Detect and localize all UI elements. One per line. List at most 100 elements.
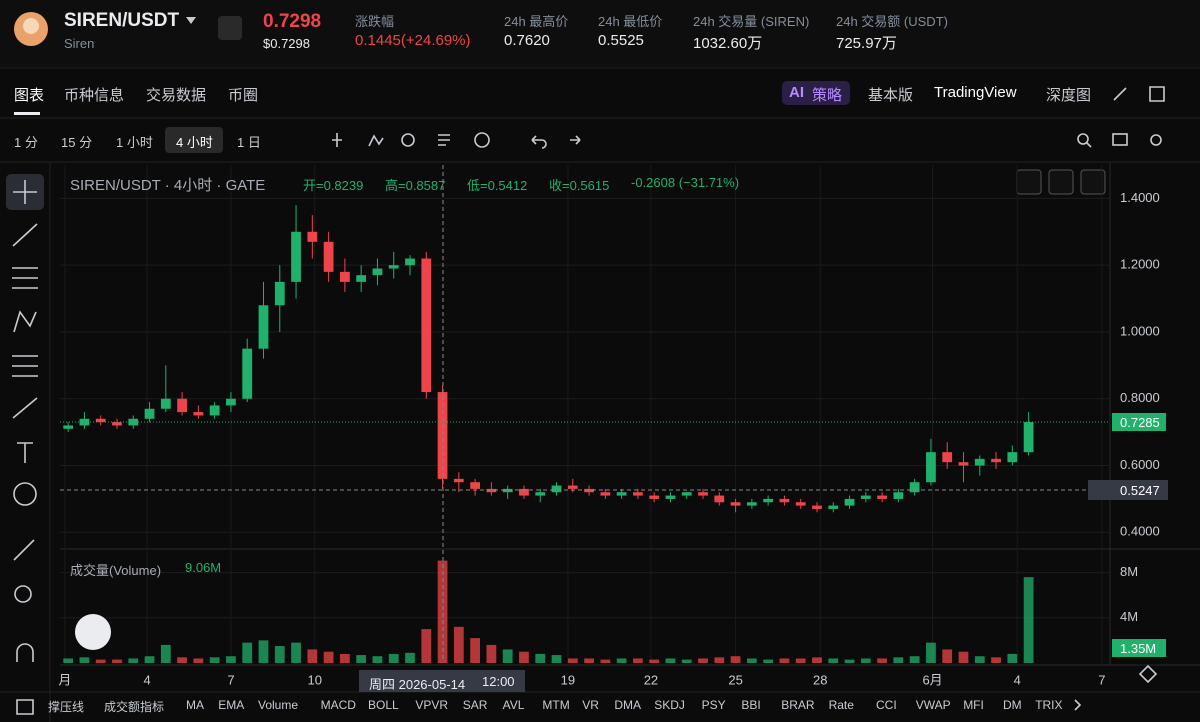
legend-high: 高=0.8587: [385, 178, 446, 193]
tab[interactable]: 币圈: [228, 87, 259, 104]
pair[interactable]: SIREN/USDT: [64, 10, 180, 31]
indicator[interactable]: AVL: [502, 698, 525, 712]
indicator[interactable]: MA: [186, 698, 204, 712]
candle-body: [616, 492, 627, 496]
volume-bar: [828, 658, 839, 663]
volume-bar: [307, 649, 318, 663]
tv-logo: [75, 614, 111, 650]
indicator[interactable]: BOLL: [368, 698, 399, 712]
candle-body: [356, 275, 367, 282]
volume-bar: [209, 657, 220, 663]
dropdown[interactable]: [186, 17, 196, 24]
x-tick-label: 7: [227, 672, 234, 687]
candle-body: [193, 412, 204, 416]
chart-buttons[interactable]: [1016, 169, 1106, 195]
candle-body: [242, 348, 253, 399]
volume-legend-value: 9.06M: [185, 560, 222, 575]
volume-bar: [486, 644, 497, 663]
x-tick-label: 22: [644, 672, 658, 687]
tab[interactable]: 图表: [14, 87, 45, 104]
indicator[interactable]: BRAR: [781, 698, 815, 712]
candle-body: [584, 488, 594, 493]
volume-bar: [763, 659, 774, 663]
candle-body: [926, 452, 936, 483]
crosshair-time: 12:00: [482, 674, 515, 689]
interval[interactable]: 4 小时: [176, 135, 213, 150]
coin-name: Siren: [64, 36, 95, 51]
candle-body: [388, 265, 399, 269]
ai-label[interactable]: AI: [789, 84, 804, 101]
candle-body: [665, 495, 676, 499]
indicator[interactable]: MFI: [963, 698, 984, 712]
indicator[interactable]: MTM: [542, 698, 570, 712]
interval[interactable]: 1 日: [237, 135, 261, 150]
x-tick-label: 28: [813, 672, 827, 687]
interval[interactable]: 15 分: [61, 135, 93, 150]
indicator[interactable]: DMA: [614, 698, 642, 712]
candle-body: [437, 392, 448, 479]
volume-bar: [405, 652, 415, 663]
interval[interactable]: 1 分: [14, 135, 38, 150]
y-tick-label: 1.4000: [1120, 190, 1160, 205]
indicator[interactable]: EMA: [218, 698, 245, 712]
volume-bar: [63, 658, 74, 663]
volume-legend: 成交量(Volume): [70, 563, 162, 578]
x-tick-label: 25: [728, 672, 742, 687]
candle-body: [795, 502, 806, 506]
indicator[interactable]: SKDJ: [654, 698, 685, 712]
y-tick-label: 0.6000: [1120, 457, 1160, 472]
indicator[interactable]: CCI: [876, 698, 897, 712]
candle-body: [535, 492, 546, 496]
indicator[interactable]: VR: [582, 698, 599, 712]
tab[interactable]: 币种信息: [64, 87, 125, 104]
candle-body: [551, 485, 562, 493]
indicator[interactable]: 成交额指标: [104, 700, 165, 714]
candle-body: [1007, 452, 1018, 463]
volume-bar: [193, 658, 204, 663]
indicator[interactable]: Rate: [828, 698, 854, 712]
candle-body: [112, 422, 122, 426]
indicator[interactable]: 撑压线: [48, 700, 85, 714]
indicator[interactable]: MACD: [320, 698, 356, 712]
favorite-button[interactable]: [218, 16, 242, 40]
x-tick-label: 19: [561, 672, 575, 687]
candle-body: [405, 258, 415, 266]
tab[interactable]: 交易数据: [146, 87, 207, 104]
view-tab[interactable]: TradingView: [934, 84, 1017, 101]
x-tick-label: 月: [58, 672, 71, 687]
volume-bar: [470, 638, 480, 663]
volume-bar: [79, 657, 90, 663]
candle-body: [812, 505, 822, 509]
stat-label: 24h 交易量 (SIREN): [693, 14, 810, 29]
view-tab[interactable]: 深度图: [1046, 87, 1092, 104]
candle-body: [567, 485, 578, 489]
indicator[interactable]: BBI: [741, 698, 761, 712]
candle-body: [274, 281, 285, 306]
volume-bar: [812, 657, 822, 663]
strategy-label[interactable]: 策略: [812, 87, 843, 104]
volume-bar: [616, 658, 627, 663]
volume-bar: [893, 657, 904, 663]
indicator[interactable]: VPVR: [415, 698, 449, 712]
indicator[interactable]: DM: [1003, 698, 1022, 712]
volume-bar: [226, 656, 236, 663]
crosshair-date: 周四 2026-05-14: [369, 677, 466, 692]
candle-body: [860, 495, 871, 499]
indicator[interactable]: PSY: [701, 698, 726, 712]
indicator[interactable]: TRIX: [1035, 698, 1063, 712]
candle-body: [714, 495, 725, 503]
indicator[interactable]: Volume: [258, 698, 299, 712]
indicator[interactable]: SAR: [462, 698, 488, 712]
indicator[interactable]: VWAP: [915, 698, 951, 712]
view-tab[interactable]: 基本版: [868, 87, 914, 104]
y-tick-label: 1.0000: [1120, 323, 1160, 338]
interval[interactable]: 1 小时: [116, 135, 153, 150]
candle-body: [893, 492, 904, 499]
ai-badge[interactable]: [782, 81, 850, 105]
crosshair-price-bg: [1088, 480, 1168, 500]
x-tick-label: 4: [143, 672, 150, 687]
volume-bar: [258, 640, 269, 663]
candle-body: [844, 498, 855, 506]
candle-body: [681, 492, 692, 496]
volume-bar: [519, 651, 529, 663]
